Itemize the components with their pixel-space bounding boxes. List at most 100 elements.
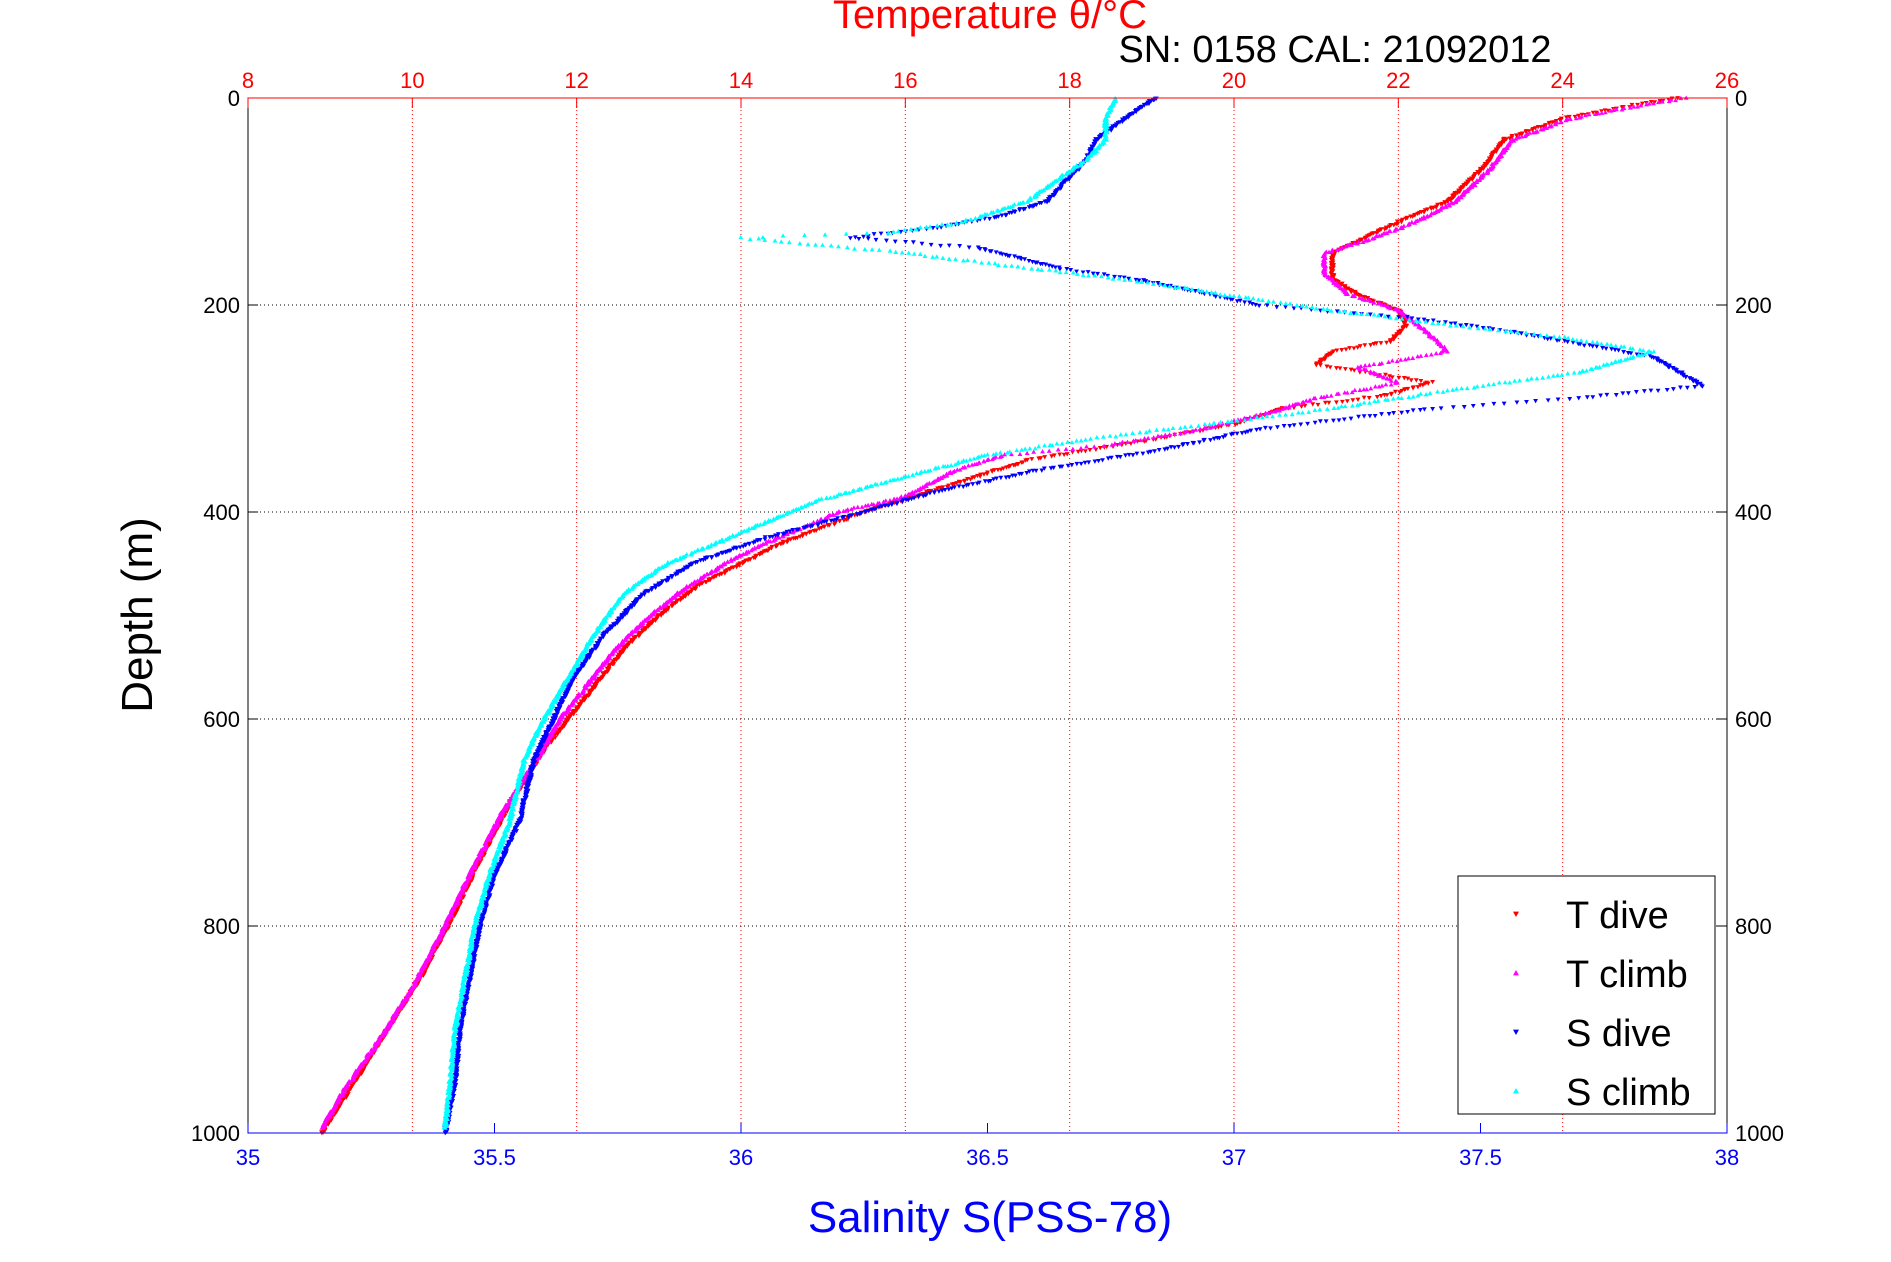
data-point — [989, 469, 995, 474]
data-point — [742, 543, 748, 548]
data-point — [629, 586, 635, 591]
data-point — [1363, 238, 1368, 243]
data-point — [859, 504, 865, 509]
data-point — [1454, 386, 1460, 391]
data-point — [988, 249, 994, 254]
data-point — [1283, 412, 1289, 417]
data-point — [1047, 442, 1053, 447]
data-point — [1386, 228, 1392, 234]
data-point — [1438, 343, 1444, 349]
data-point — [1162, 447, 1168, 452]
data-point — [614, 657, 619, 662]
data-point — [1022, 257, 1028, 262]
data-point — [1322, 400, 1328, 406]
data-point — [1524, 400, 1529, 405]
data-point — [863, 503, 868, 508]
data-point — [1602, 108, 1608, 113]
data-point — [1366, 395, 1372, 401]
data-point — [1138, 437, 1144, 443]
data-point — [1057, 452, 1063, 457]
data-point — [1042, 455, 1048, 460]
data-point — [1156, 447, 1162, 453]
data-point — [1578, 337, 1584, 343]
data-point — [948, 222, 954, 227]
data-point — [784, 511, 789, 516]
data-point — [1406, 394, 1412, 399]
data-point — [1584, 368, 1590, 373]
data-point — [1388, 340, 1393, 345]
data-point — [1021, 265, 1027, 270]
data-point — [965, 257, 970, 263]
data-point — [1553, 118, 1559, 124]
data-point — [1425, 381, 1431, 386]
series-t-climb — [319, 95, 1689, 1130]
data-point — [1609, 347, 1614, 352]
data-point — [1531, 331, 1537, 336]
data-point — [1428, 206, 1434, 212]
data-point — [1477, 168, 1483, 174]
data-point — [1151, 435, 1157, 440]
data-point — [1069, 439, 1075, 445]
data-point — [1349, 389, 1355, 395]
data-point — [1143, 279, 1149, 284]
data-point — [1236, 293, 1242, 299]
data-point — [1234, 299, 1240, 304]
data-point — [575, 670, 581, 675]
data-point — [1083, 449, 1088, 454]
data-point — [503, 849, 508, 854]
data-point — [1445, 349, 1450, 354]
data-point — [481, 847, 487, 852]
data-point — [771, 538, 776, 543]
data-point — [1331, 405, 1337, 410]
data-point — [1670, 387, 1676, 392]
data-point — [1251, 414, 1257, 420]
data-point — [1202, 421, 1208, 427]
data-point — [1048, 466, 1054, 471]
data-point — [1196, 423, 1201, 428]
data-point — [831, 494, 837, 499]
data-point — [1140, 451, 1146, 456]
data-point — [1361, 400, 1367, 405]
data-point — [1529, 376, 1534, 381]
data-point — [1651, 100, 1656, 106]
data-point — [1571, 370, 1577, 375]
data-point — [1613, 393, 1619, 398]
data-point — [1415, 393, 1421, 398]
data-point — [1396, 375, 1402, 381]
data-point — [1372, 413, 1378, 419]
data-point — [1274, 305, 1280, 310]
data-point — [1467, 325, 1472, 330]
data-point — [1255, 297, 1261, 302]
data-point — [697, 577, 703, 582]
data-point — [1204, 289, 1210, 294]
data-point — [1590, 344, 1596, 349]
data-point — [854, 512, 860, 517]
data-point — [1299, 303, 1305, 308]
data-point — [1029, 266, 1035, 271]
data-point — [1372, 398, 1378, 404]
data-point — [698, 558, 704, 563]
data-point — [1359, 311, 1364, 317]
data-point — [1155, 433, 1161, 439]
data-point — [876, 247, 882, 252]
data-point — [1257, 427, 1263, 432]
data-point — [1344, 399, 1350, 404]
data-point — [956, 484, 962, 489]
data-point — [1170, 425, 1176, 431]
data-point — [1254, 414, 1260, 420]
data-point — [1130, 453, 1136, 458]
data-point — [844, 244, 850, 250]
data-point — [1371, 342, 1377, 347]
data-point — [1312, 407, 1318, 412]
data-point — [1188, 424, 1194, 429]
data-point — [797, 240, 803, 246]
data-point — [1046, 448, 1052, 453]
data-point — [910, 240, 916, 245]
data-point — [1583, 112, 1588, 118]
data-point — [1162, 432, 1168, 437]
data-point — [1367, 312, 1373, 317]
data-point — [1379, 412, 1384, 417]
data-point — [1584, 339, 1589, 344]
data-point — [881, 499, 887, 504]
data-point — [1472, 182, 1478, 188]
